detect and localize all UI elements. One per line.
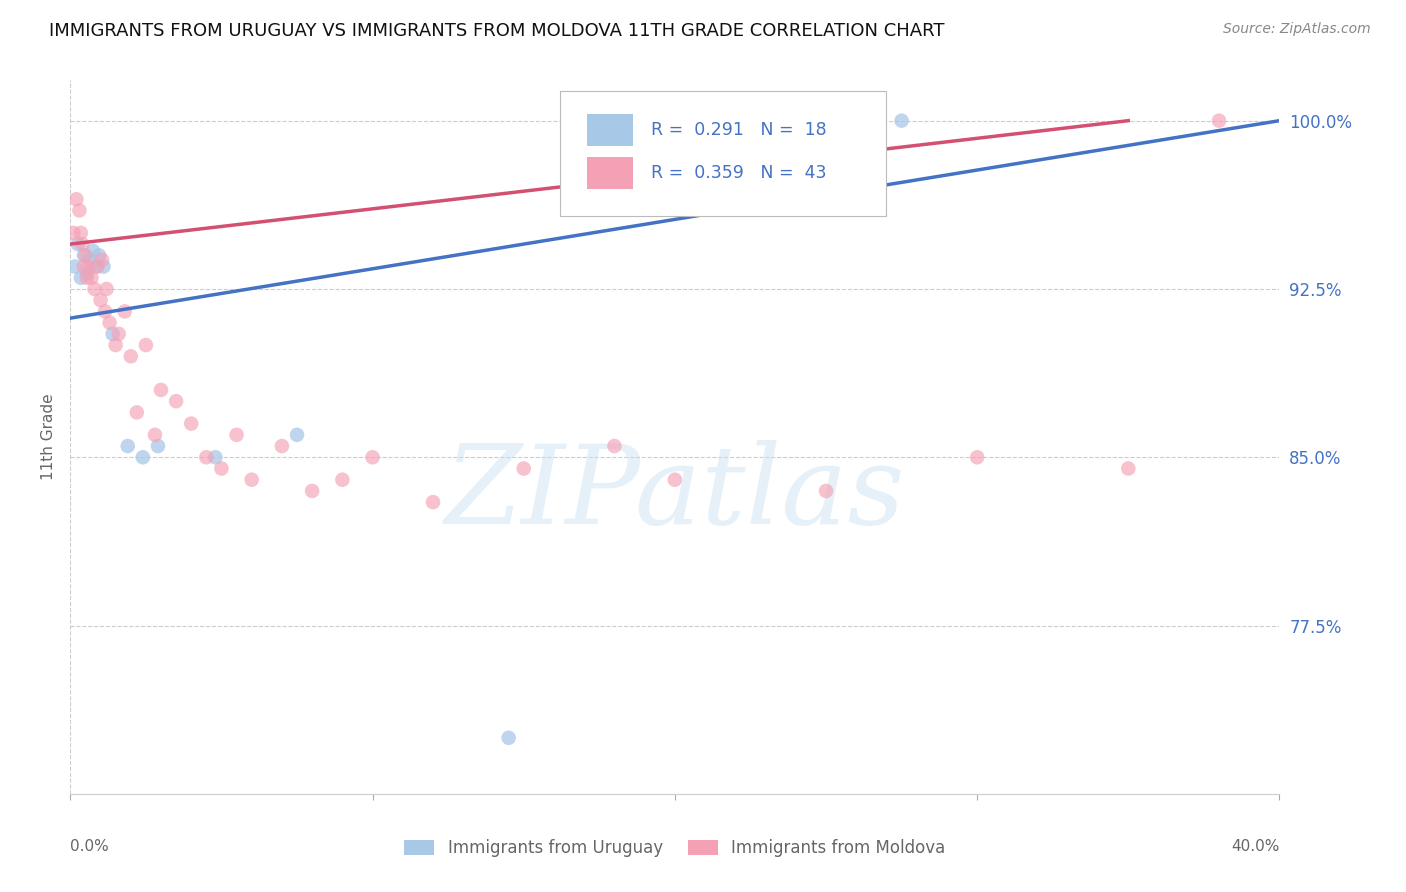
FancyBboxPatch shape — [586, 157, 633, 189]
Point — [143, 427, 166, 442]
Point — [498, 731, 520, 745]
Point — [664, 473, 686, 487]
FancyBboxPatch shape — [586, 114, 633, 146]
Point — [132, 450, 155, 465]
Point — [73, 248, 96, 262]
Text: Source: ZipAtlas.com: Source: ZipAtlas.com — [1223, 22, 1371, 37]
Point — [270, 439, 294, 453]
Text: R =  0.359   N =  43: R = 0.359 N = 43 — [651, 164, 827, 182]
Point — [211, 461, 233, 475]
Point — [513, 461, 536, 475]
Text: R =  0.291   N =  18: R = 0.291 N = 18 — [651, 121, 827, 139]
Point — [815, 483, 838, 498]
Point — [361, 450, 384, 465]
Point — [84, 260, 107, 274]
Point — [87, 248, 110, 262]
Point — [72, 237, 94, 252]
Point — [1118, 461, 1140, 475]
Point — [79, 252, 101, 267]
Point — [86, 260, 108, 274]
Point — [165, 394, 187, 409]
FancyBboxPatch shape — [560, 91, 887, 216]
Point — [62, 226, 84, 240]
Point — [94, 304, 117, 318]
Point — [125, 405, 148, 419]
Point — [75, 248, 97, 262]
Point — [285, 427, 308, 442]
Text: 40.0%: 40.0% — [1232, 838, 1279, 854]
Point — [76, 266, 98, 280]
Point — [76, 270, 98, 285]
Point — [101, 326, 124, 341]
Point — [70, 270, 93, 285]
Point — [93, 260, 115, 274]
Point — [90, 293, 111, 308]
Legend: Immigrants from Uruguay, Immigrants from Moldova: Immigrants from Uruguay, Immigrants from… — [398, 833, 952, 864]
Point — [225, 427, 247, 442]
Point — [195, 450, 218, 465]
Point — [146, 439, 169, 453]
Point — [80, 270, 103, 285]
Point — [98, 316, 121, 330]
Text: ZIPatlas: ZIPatlas — [444, 441, 905, 548]
Point — [77, 260, 100, 274]
Point — [135, 338, 157, 352]
Point — [114, 304, 136, 318]
Point — [422, 495, 444, 509]
Point — [603, 439, 626, 453]
Point — [91, 252, 114, 267]
Point — [73, 260, 96, 274]
Point — [70, 226, 93, 240]
Point — [117, 439, 139, 453]
Point — [66, 237, 89, 252]
Point — [150, 383, 173, 397]
Y-axis label: 11th Grade: 11th Grade — [41, 393, 56, 481]
Point — [332, 473, 354, 487]
Point — [1208, 113, 1230, 128]
Point — [966, 450, 988, 465]
Point — [301, 483, 323, 498]
Point — [890, 113, 912, 128]
Point — [180, 417, 202, 431]
Text: 0.0%: 0.0% — [70, 838, 110, 854]
Point — [67, 203, 90, 218]
Point — [107, 326, 129, 341]
Point — [120, 349, 142, 363]
Point — [104, 338, 127, 352]
Point — [240, 473, 263, 487]
Point — [82, 244, 104, 258]
Point — [63, 260, 86, 274]
Point — [65, 192, 87, 206]
Point — [96, 282, 118, 296]
Point — [83, 282, 105, 296]
Point — [204, 450, 226, 465]
Text: IMMIGRANTS FROM URUGUAY VS IMMIGRANTS FROM MOLDOVA 11TH GRADE CORRELATION CHART: IMMIGRANTS FROM URUGUAY VS IMMIGRANTS FR… — [49, 22, 945, 40]
